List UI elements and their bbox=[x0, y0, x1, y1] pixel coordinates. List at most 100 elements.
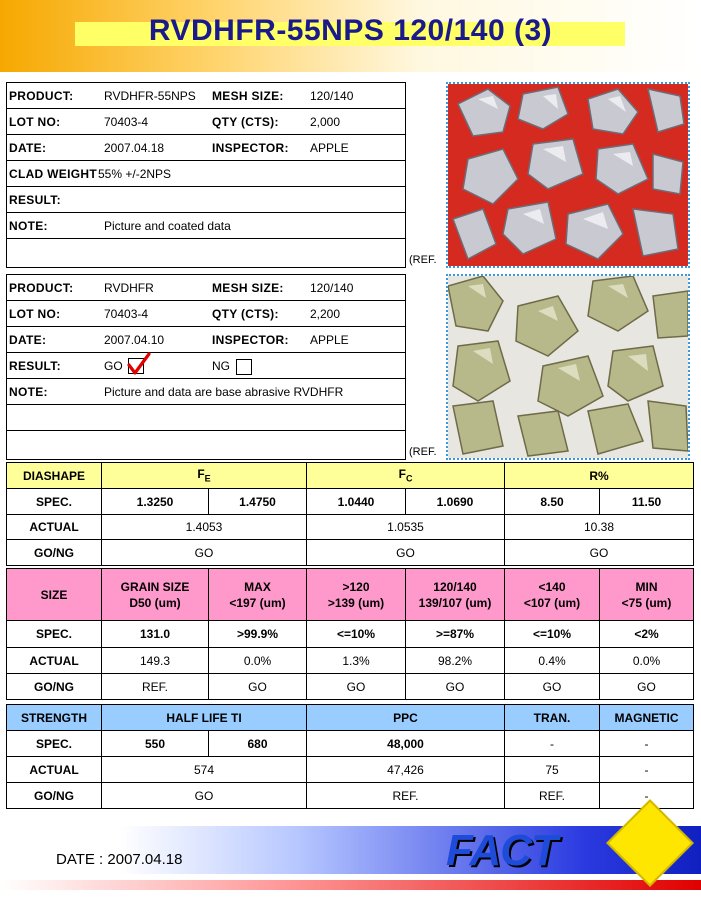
spec-cell: 11.50 bbox=[599, 488, 695, 515]
size-col-header: <140 <107 (um) bbox=[504, 568, 600, 621]
gong-cell: GO bbox=[405, 673, 505, 700]
fact-logo: FACT bbox=[446, 826, 558, 875]
title-highlight bbox=[75, 22, 625, 46]
actual-label: ACTUAL bbox=[6, 647, 102, 674]
base-info-box bbox=[6, 274, 406, 460]
actual-label: ACTUAL bbox=[6, 756, 102, 783]
mesh-value: 120/140 bbox=[310, 89, 354, 103]
magnetic-header: MAGNETIC bbox=[599, 704, 695, 731]
gong-label: GO/NG bbox=[6, 539, 102, 566]
actual-cell: 1.4053 bbox=[100, 514, 308, 540]
actual-cell: 47,426 bbox=[306, 756, 506, 783]
actual-cell: 149.3 bbox=[101, 647, 209, 674]
coated-info-box bbox=[6, 82, 406, 268]
actual-cell: 0.0% bbox=[599, 647, 694, 674]
actual-cell: 98.2% bbox=[405, 647, 505, 674]
result-label: RESULT: bbox=[9, 359, 61, 373]
qty-value: 2,000 bbox=[310, 115, 341, 129]
date-value: 2007.04.18 bbox=[104, 141, 165, 155]
spec-cell: - bbox=[504, 730, 601, 757]
date-value: 2007.04.10 bbox=[104, 333, 165, 347]
actual-cell: 1.3% bbox=[306, 647, 406, 674]
ppc-header: PPC bbox=[306, 704, 506, 731]
product-label: PRODUCT: bbox=[9, 89, 74, 103]
footer-blue-band bbox=[120, 826, 701, 874]
gong-cell: GO bbox=[306, 673, 406, 700]
actual-cell: - bbox=[599, 756, 695, 783]
size-col-header: MIN <75 (um) bbox=[599, 568, 694, 621]
mesh-value: 120/140 bbox=[310, 281, 354, 295]
checkmark-icon bbox=[127, 352, 151, 375]
ng-checkbox[interactable] bbox=[236, 359, 252, 375]
spec-cell: 48,000 bbox=[306, 730, 506, 757]
note-value: Picture and data are base abrasive RVDHF… bbox=[104, 385, 344, 399]
spec-cell: 131.0 bbox=[101, 620, 209, 648]
ng-label: NG bbox=[212, 359, 230, 373]
fc-header: FC bbox=[306, 462, 506, 489]
clad-weight-label: CLAD WEIGHT bbox=[9, 167, 97, 181]
mesh-label: MESH SIZE: bbox=[212, 89, 284, 103]
product-value: RVDHFR bbox=[104, 281, 154, 295]
page-title: RVDHFR-55NPS 120/140 (3) bbox=[148, 14, 553, 47]
product-label: PRODUCT: bbox=[9, 281, 74, 295]
note-label: NOTE: bbox=[9, 219, 48, 233]
qty-value: 2,200 bbox=[310, 307, 341, 321]
gong-cell: REF. bbox=[101, 673, 209, 700]
spec-cell: >=87% bbox=[405, 620, 505, 648]
clad-weight-value: 55% +/-2NPS bbox=[98, 167, 172, 181]
go-label: GO bbox=[104, 359, 123, 373]
date-label: DATE: bbox=[9, 333, 47, 347]
inspector-label: INSPECTOR: bbox=[212, 333, 289, 347]
coated-diamond-photo bbox=[446, 82, 690, 268]
note-value: Picture and coated data bbox=[104, 219, 231, 233]
strength-table: STRENGTH HALF LIFE TI PPC TRAN. MAGNETIC… bbox=[6, 704, 695, 809]
qty-label: QTY (CTS): bbox=[212, 307, 279, 321]
spec-cell: <=10% bbox=[504, 620, 600, 648]
gong-cell: GO bbox=[100, 539, 308, 566]
spec-label: SPEC. bbox=[6, 488, 102, 515]
actual-cell: 0.4% bbox=[504, 647, 600, 674]
spec-cell: >99.9% bbox=[208, 620, 307, 648]
spec-cell: 680 bbox=[207, 730, 308, 757]
spec-cell: 550 bbox=[101, 730, 209, 757]
ref-label: (REF. bbox=[409, 254, 437, 266]
spec-cell: 1.3250 bbox=[101, 488, 209, 515]
size-col-header: 120/140 139/107 (um) bbox=[405, 568, 505, 621]
spec-cell: 1.0440 bbox=[306, 488, 407, 515]
lot-label: LOT NO: bbox=[9, 115, 61, 129]
gong-cell: REF. bbox=[306, 782, 506, 809]
base-diamond-photo bbox=[446, 274, 690, 460]
fe-header: FE bbox=[100, 462, 308, 489]
ref-label: (REF. bbox=[409, 446, 437, 458]
lot-value: 70403-4 bbox=[104, 115, 149, 129]
actual-cell: 75 bbox=[504, 756, 601, 783]
gong-cell: GO bbox=[100, 782, 308, 809]
spec-cell: - bbox=[599, 730, 695, 757]
actual-cell: 1.0535 bbox=[306, 514, 506, 540]
gong-label: GO/NG bbox=[6, 782, 102, 809]
date-label: DATE: bbox=[9, 141, 47, 155]
gong-label: GO/NG bbox=[6, 673, 102, 700]
lot-value: 70403-4 bbox=[104, 307, 149, 321]
qty-label: QTY (CTS): bbox=[212, 115, 279, 129]
size-col-header: >120 >139 (um) bbox=[306, 568, 406, 621]
inspector-label: INSPECTOR: bbox=[212, 141, 289, 155]
footer-red-band bbox=[0, 880, 701, 890]
size-col-header: MAX <197 (um) bbox=[208, 568, 307, 621]
gong-cell: GO bbox=[208, 673, 307, 700]
strength-header: STRENGTH bbox=[6, 704, 102, 731]
size-header: SIZE bbox=[6, 568, 102, 621]
actual-cell: 574 bbox=[100, 756, 308, 783]
r-header: R% bbox=[504, 462, 695, 489]
size-table: SIZE GRAIN SIZE D50 (um) MAX <197 (um) >12… bbox=[6, 568, 694, 700]
product-value: RVDHFR-55NPS bbox=[104, 89, 196, 103]
gong-cell: GO bbox=[306, 539, 506, 566]
diashape-header: DIASHAPE bbox=[6, 462, 102, 489]
spec-cell: <2% bbox=[599, 620, 694, 648]
size-col-header: GRAIN SIZE D50 (um) bbox=[101, 568, 209, 621]
gong-cell: GO bbox=[599, 673, 694, 700]
spec-cell: 1.0690 bbox=[405, 488, 506, 515]
mesh-label: MESH SIZE: bbox=[212, 281, 284, 295]
spec-cell: 8.50 bbox=[504, 488, 601, 515]
inspector-value: APPLE bbox=[310, 333, 349, 347]
